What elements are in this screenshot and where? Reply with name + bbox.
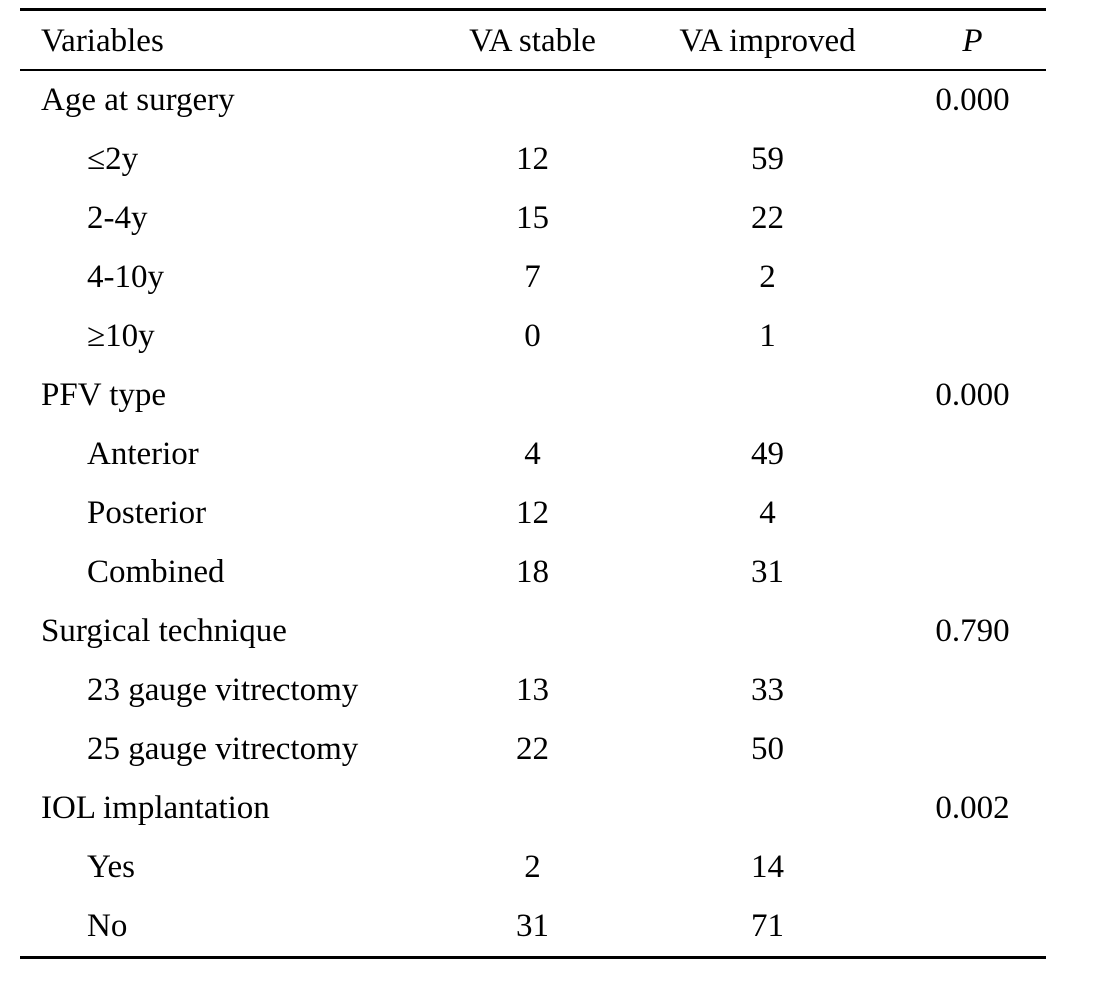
row-label: ≤2y: [87, 141, 139, 177]
row-label: PFV type: [41, 377, 167, 413]
row-label: Surgical technique: [41, 613, 287, 649]
row-va-stable: 0: [524, 318, 541, 354]
table-row: ≥10y 0 1: [20, 307, 1046, 366]
table-row-category: PFV type 0.000: [20, 366, 1046, 425]
row-va-improved: 4: [759, 495, 776, 531]
row-va-improved: 59: [751, 141, 784, 177]
table-row: Anterior 4 49: [20, 425, 1046, 484]
row-va-improved: 22: [751, 200, 784, 236]
table-row: 4-10y 7 2: [20, 248, 1046, 307]
row-va-improved: 1: [759, 318, 776, 354]
row-va-stable: 15: [516, 200, 549, 236]
table-row-category: IOL implantation 0.002: [20, 779, 1046, 838]
results-table: Variables VA stable VA improved P Age at…: [20, 8, 1046, 959]
row-va-improved: 33: [751, 672, 784, 708]
table-row: 25 gauge vitrectomy 22 50: [20, 720, 1046, 779]
table-header-rule: [20, 69, 1046, 71]
row-va-stable: 2: [524, 849, 541, 885]
table-top-rule: [20, 8, 1046, 11]
row-label: Age at surgery: [41, 82, 235, 118]
row-va-improved: 71: [751, 908, 784, 944]
row-va-improved: 2: [759, 259, 776, 295]
row-label: ≥10y: [87, 318, 155, 354]
row-va-improved: 31: [751, 554, 784, 590]
row-va-stable: 12: [516, 495, 549, 531]
row-va-stable: 31: [516, 908, 549, 944]
row-p-value: 0.002: [935, 790, 1010, 826]
row-label: Combined: [87, 554, 225, 590]
row-label: 2-4y: [87, 200, 148, 236]
row-va-stable: 4: [524, 436, 541, 472]
table-row: No 31 71: [20, 897, 1046, 956]
row-p-value: 0.000: [935, 377, 1010, 413]
row-va-stable: 13: [516, 672, 549, 708]
header-va-stable: VA stable: [469, 23, 596, 59]
row-va-stable: 7: [524, 259, 541, 295]
row-p-value: 0.790: [935, 613, 1010, 649]
row-va-improved: 50: [751, 731, 784, 767]
row-label: Anterior: [87, 436, 199, 472]
row-label: 25 gauge vitrectomy: [87, 731, 359, 767]
row-va-improved: 49: [751, 436, 784, 472]
table-row: 23 gauge vitrectomy 13 33: [20, 661, 1046, 720]
table-row: 2-4y 15 22: [20, 189, 1046, 248]
row-va-improved: 14: [751, 849, 784, 885]
row-label: 4-10y: [87, 259, 164, 295]
table-row: ≤2y 12 59: [20, 130, 1046, 189]
header-va-improved: VA improved: [679, 23, 856, 59]
table-row: Yes 2 14: [20, 838, 1046, 897]
row-label: 23 gauge vitrectomy: [87, 672, 359, 708]
row-label: Yes: [87, 849, 136, 885]
row-label: No: [87, 908, 128, 944]
row-label: Posterior: [87, 495, 207, 531]
row-label: IOL implantation: [41, 790, 270, 826]
table-row: Posterior 12 4: [20, 484, 1046, 543]
row-va-stable: 18: [516, 554, 549, 590]
table-row-category: Surgical technique 0.790: [20, 602, 1046, 661]
header-variables: Variables: [41, 23, 164, 59]
table-header-row: Variables VA stable VA improved P: [20, 11, 1046, 69]
header-p-value: P: [962, 23, 983, 59]
table-bottom-rule: [20, 956, 1046, 959]
table-row: Combined 18 31: [20, 543, 1046, 602]
row-va-stable: 22: [516, 731, 549, 767]
row-p-value: 0.000: [935, 82, 1010, 118]
table-body: Age at surgery 0.000 ≤2y 12 59 2-4y 15 2…: [20, 71, 1046, 956]
row-va-stable: 12: [516, 141, 549, 177]
table-row-category: Age at surgery 0.000: [20, 71, 1046, 130]
